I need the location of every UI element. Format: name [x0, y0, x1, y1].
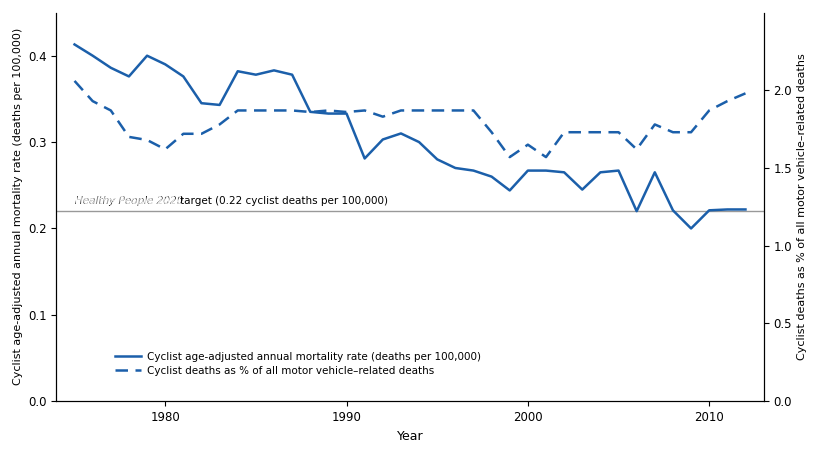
Legend: Cyclist age-adjusted annual mortality rate (deaths per 100,000), Cyclist deaths : Cyclist age-adjusted annual mortality ra…: [111, 348, 484, 380]
Y-axis label: Cyclist deaths as % of all motor vehicle–related deaths: Cyclist deaths as % of all motor vehicle…: [797, 54, 807, 360]
Text: Healthy People 2020: Healthy People 2020: [75, 196, 183, 206]
Y-axis label: Cyclist age-adjusted annual mortality rate (deaths per 100,000): Cyclist age-adjusted annual mortality ra…: [12, 28, 22, 385]
Text: target (0.22 cyclist deaths per 100,000): target (0.22 cyclist deaths per 100,000): [179, 196, 387, 206]
X-axis label: Year: Year: [396, 430, 423, 443]
Text: Healthy People 2020 target (0.22 cyclist deaths per 100,000): Healthy People 2020 target (0.22 cyclist…: [75, 196, 393, 206]
